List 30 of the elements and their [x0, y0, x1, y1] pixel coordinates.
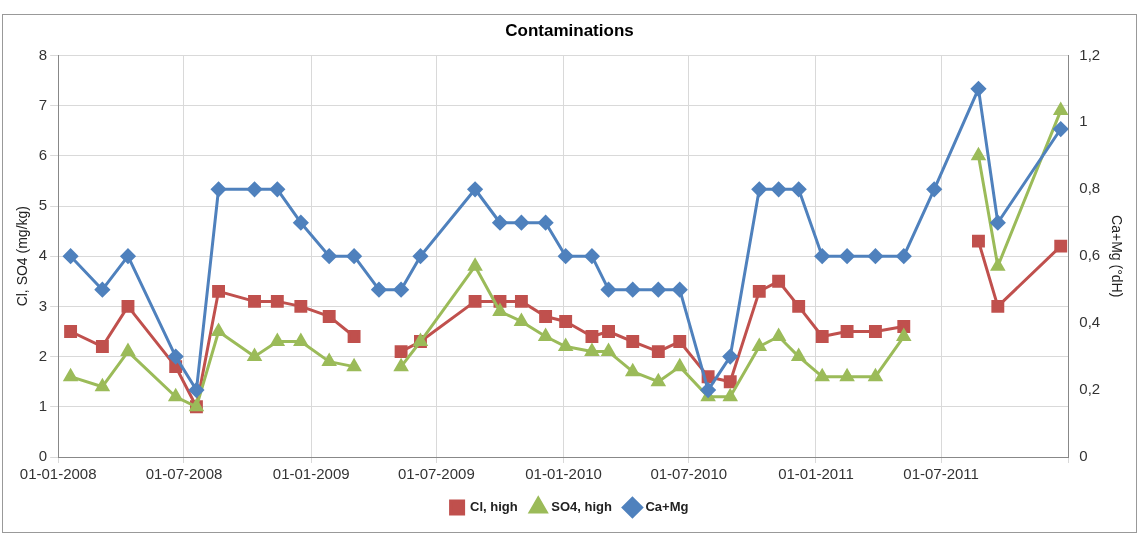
chart-title: Contaminations: [505, 20, 634, 40]
x-tick-label: 01-01-2011: [778, 465, 854, 483]
x-tick-label: 01-07-2010: [650, 465, 728, 483]
y-tick-label: 1: [38, 396, 48, 414]
y-axis-title: Cl, SO4 (mg/kg): [14, 206, 31, 307]
x-tick-label: 01-07-2011: [903, 465, 979, 483]
y-tick-label: 0: [38, 447, 48, 465]
y-tick-label: 6: [38, 145, 48, 163]
y2-tick-label: 0,6: [1079, 246, 1101, 264]
x-tick-label: 01-01-2010: [525, 465, 602, 483]
y2-tick-label: 1,2: [1079, 45, 1101, 63]
x-tick-label: 01-01-2009: [272, 465, 350, 483]
legend-label: Ca+Mg: [645, 499, 689, 515]
x-tick-label: 01-07-2008: [145, 465, 223, 483]
y-tick-label: 2: [38, 346, 48, 364]
y2-tick-label: 0: [1079, 447, 1088, 465]
x-tick-label: 01-07-2009: [398, 465, 475, 483]
y-tick-label: 4: [38, 246, 48, 264]
y-tick-label: 8: [38, 45, 48, 63]
x-tick-label: 01-01-2008: [19, 465, 97, 483]
y2-tick-label: 0,8: [1079, 179, 1101, 197]
y2-tick-label: 0,2: [1079, 380, 1101, 398]
legend-label: Cl, high: [470, 499, 518, 515]
y2-tick-label: 0,4: [1079, 313, 1101, 331]
legend-label: SO4, high: [551, 499, 612, 515]
y-tick-label: 5: [38, 196, 48, 214]
y2-tick-label: 1: [1079, 112, 1088, 130]
y2-axis-title: Ca+Mg (°dH): [1108, 215, 1125, 298]
y-tick-label: 7: [38, 95, 48, 113]
y-tick-label: 3: [38, 296, 48, 314]
